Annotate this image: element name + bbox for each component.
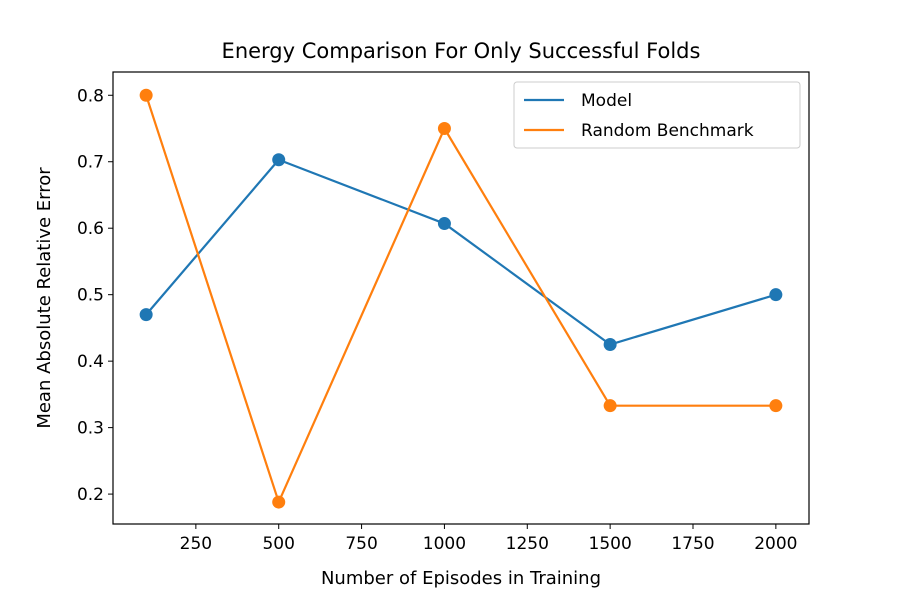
y-tick-label: 0.5 (77, 286, 104, 306)
x-tick-label: 750 (345, 534, 377, 554)
data-point-random-benchmark (272, 495, 286, 509)
x-tick-label: 500 (262, 534, 294, 554)
y-tick-label: 0.3 (77, 419, 104, 439)
legend-label-model: Model (581, 91, 632, 111)
data-point-model (437, 217, 451, 231)
x-axis-title: Number of Episodes in Training (321, 568, 601, 589)
y-tick-label: 0.4 (77, 352, 104, 372)
y-axis-title: Mean Absolute Relative Error (34, 167, 55, 429)
y-tick-label: 0.6 (77, 219, 104, 239)
data-point-model (769, 288, 783, 302)
y-tick-label: 0.2 (77, 485, 104, 505)
data-point-model (272, 153, 286, 167)
x-axis: 250 500 750 1000 1250 1500 1750 2000 (180, 524, 797, 554)
series-line-random-benchmark (145, 94, 776, 504)
series-layer (139, 88, 783, 509)
plot-frame (112, 71, 810, 525)
y-axis: 0.2 0.3 0.4 0.5 0.6 0.7 0.8 (77, 86, 113, 505)
data-point-random-benchmark (139, 88, 153, 102)
data-point-model (139, 308, 153, 322)
y-tick-label: 0.8 (77, 86, 104, 106)
x-tick-label: 1000 (423, 534, 466, 554)
x-tick-label: 1750 (671, 534, 714, 554)
x-tick-label: 1250 (506, 534, 549, 554)
series-line-model (145, 158, 777, 346)
legend-label-random-benchmark: Random Benchmark (581, 121, 754, 141)
data-point-random-benchmark (603, 399, 617, 413)
x-tick-label: 1500 (589, 534, 632, 554)
y-tick-label: 0.7 (77, 153, 104, 173)
chart-title: Energy Comparison For Only Successful Fo… (222, 39, 701, 63)
x-tick-label: 250 (180, 534, 212, 554)
legend-box (513, 81, 801, 149)
data-point-model (603, 338, 617, 352)
data-point-random-benchmark (769, 399, 783, 413)
data-point-random-benchmark (437, 122, 451, 135)
x-tick-label: 2000 (754, 534, 797, 554)
legend: Model Random Benchmark (513, 81, 801, 149)
